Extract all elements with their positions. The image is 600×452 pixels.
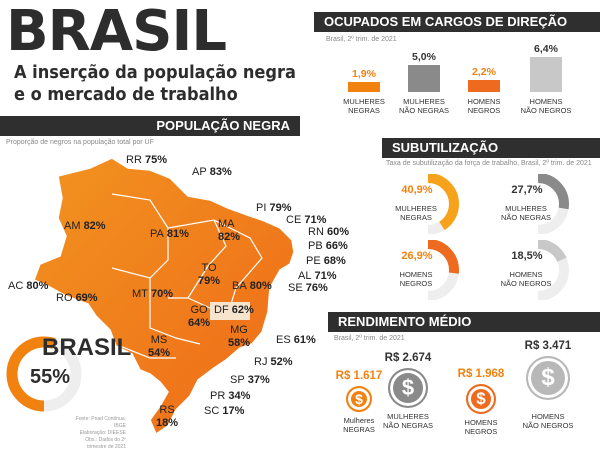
state-label-pb: PB 66% xyxy=(308,240,348,252)
state-label-se: SE 76% xyxy=(288,282,328,294)
subutilizacao-value-0: 40,9% xyxy=(401,184,433,196)
state-label-ap: AP 83% xyxy=(192,166,232,178)
rendimento-value-1: R$ 2.674 xyxy=(384,352,432,364)
rendimento-label-3: HOMENS NÃO NEGROS xyxy=(522,412,574,430)
ocupados-value-3: 6,4% xyxy=(534,42,558,55)
state-label-ba: BA 80% xyxy=(232,280,272,292)
ocupados-label-2: HOMENS NEGROS xyxy=(467,97,501,115)
state-label-pe: PE 68% xyxy=(306,255,346,267)
brazil-map xyxy=(33,157,295,436)
ocupados-label-0: MULHERES NEGRAS xyxy=(343,97,385,115)
state-label-am: AM 82% xyxy=(64,220,106,232)
rendimento-coin-icon-0: $ xyxy=(346,386,372,412)
subutilizacao-value-1: 27,7% xyxy=(511,184,543,196)
ocupados-label-3: HOMENS NÃO NEGROS xyxy=(520,97,572,115)
state-label-rr: RR 75% xyxy=(126,154,167,166)
state-label-rs: RS 18% xyxy=(156,404,179,429)
rendimento-coin-icon-3: $ xyxy=(526,356,570,400)
subutilizacao-label-3: HOMENS NÃO NEGROS xyxy=(500,270,552,288)
state-label-go: GO 64% xyxy=(188,304,211,329)
state-label-ma: MA 82% xyxy=(218,218,241,243)
state-label-pa: PA 81% xyxy=(150,228,189,240)
state-label-rj: RJ 52% xyxy=(254,356,293,368)
subutilizacao-gauge-arc-3 xyxy=(537,240,569,300)
ocupados-label-1: MULHERES NÃO NEGRAS xyxy=(398,97,449,115)
state-label-mt: MT 70% xyxy=(132,288,173,300)
ocupados-heading: OCUPADOS EM CARGOS DE DIREÇÃO xyxy=(314,12,600,32)
state-label-rn: RN 60% xyxy=(308,226,349,238)
state-label-df: DF 62% xyxy=(214,304,254,316)
rendimento-label-0: Mulheres NEGRAS xyxy=(343,416,375,434)
subutilizacao-gauge-arc-2 xyxy=(427,240,459,300)
populacao-heading: POPULAÇÃO NEGRA xyxy=(0,116,300,136)
subutilizacao-gauge-0 xyxy=(427,174,459,234)
ocupados-caption: Brasil, 2º trim. de 2021 xyxy=(326,36,397,43)
state-label-pi: PI 79% xyxy=(256,202,292,214)
ocupados-value-1: 5,0% xyxy=(412,50,436,63)
subutilizacao-gauge-arc-1 xyxy=(537,174,569,234)
page-subtitle-line1: A inserção da população negra xyxy=(14,62,296,83)
brasil-donut-arc xyxy=(6,336,82,412)
populacao-caption: Proporção de negros na população total p… xyxy=(6,139,154,146)
rendimento-label-1: MULHERES NÃO NEGRAS xyxy=(382,412,433,430)
state-label-sc: SC 17% xyxy=(204,405,245,417)
df-highlight xyxy=(210,302,250,320)
page-title: BRASIL xyxy=(6,0,227,64)
subutilizacao-value-3: 18,5% xyxy=(511,250,543,262)
state-label-es: ES 61% xyxy=(276,334,316,346)
rendimento-heading: RENDIMENTO MÉDIO xyxy=(328,312,600,332)
state-label-ce: CE 71% xyxy=(286,214,327,226)
ocupados-value-0: 1,9% xyxy=(352,67,376,80)
page-subtitle-line2: e o mercado de trabalho xyxy=(14,84,238,105)
rendimento-label-2: HOMENS NEGROS xyxy=(464,418,498,436)
state-label-pr: PR 34% xyxy=(210,390,251,402)
rendimento-coin-icon-1: $ xyxy=(388,368,428,408)
rendimento-value-2: R$ 1.968 xyxy=(457,368,505,380)
state-label-mg: MG 58% xyxy=(228,324,251,349)
rendimento-coin-icon-2: $ xyxy=(466,384,496,414)
ocupados-bar-0 xyxy=(348,81,380,92)
state-label-ro: RO 69% xyxy=(56,292,98,304)
state-label-ms: MS 54% xyxy=(148,334,171,359)
state-label-al: AL 71% xyxy=(298,270,337,282)
rendimento-value-0: R$ 1.617 xyxy=(335,370,383,382)
rendimento-value-3: R$ 3.471 xyxy=(524,340,572,352)
brasil-label: BRASIL xyxy=(42,334,132,361)
source-note: Fonte: Pnad Contínua. IBGE Elaboração: D… xyxy=(75,416,126,450)
brasil-donut xyxy=(6,336,82,412)
subutilizacao-value-2: 26,9% xyxy=(401,250,433,262)
subutilizacao-gauge-3 xyxy=(537,240,569,300)
subutilizacao-gauge-1 xyxy=(537,174,569,234)
subutilizacao-label-0: MULHERES NEGRAS xyxy=(395,204,437,222)
ocupados-bar-3 xyxy=(530,56,562,92)
state-label-ac: AC 80% xyxy=(8,280,49,292)
ocupados-bar-2 xyxy=(468,79,500,92)
subutilizacao-caption: Taxa de subutilização da força de trabal… xyxy=(386,160,592,167)
state-label-sp: SP 37% xyxy=(230,374,270,386)
subutilizacao-label-1: MULHERES NÃO NEGRAS xyxy=(500,204,551,222)
rendimento-caption: Brasil, 2º trim. de 2021 xyxy=(334,335,405,342)
ocupados-bar-1 xyxy=(408,64,440,92)
subutilizacao-label-2: HOMENS NEGROS xyxy=(399,270,433,288)
brasil-value: 55% xyxy=(30,366,71,388)
subutilizacao-heading: SUBUTILIZAÇÃO xyxy=(382,138,600,158)
state-label-to: TO 79% xyxy=(198,262,221,287)
subutilizacao-gauge-arc-0 xyxy=(427,174,459,234)
ocupados-value-2: 2,2% xyxy=(472,65,496,78)
subutilizacao-gauge-2 xyxy=(427,240,459,300)
